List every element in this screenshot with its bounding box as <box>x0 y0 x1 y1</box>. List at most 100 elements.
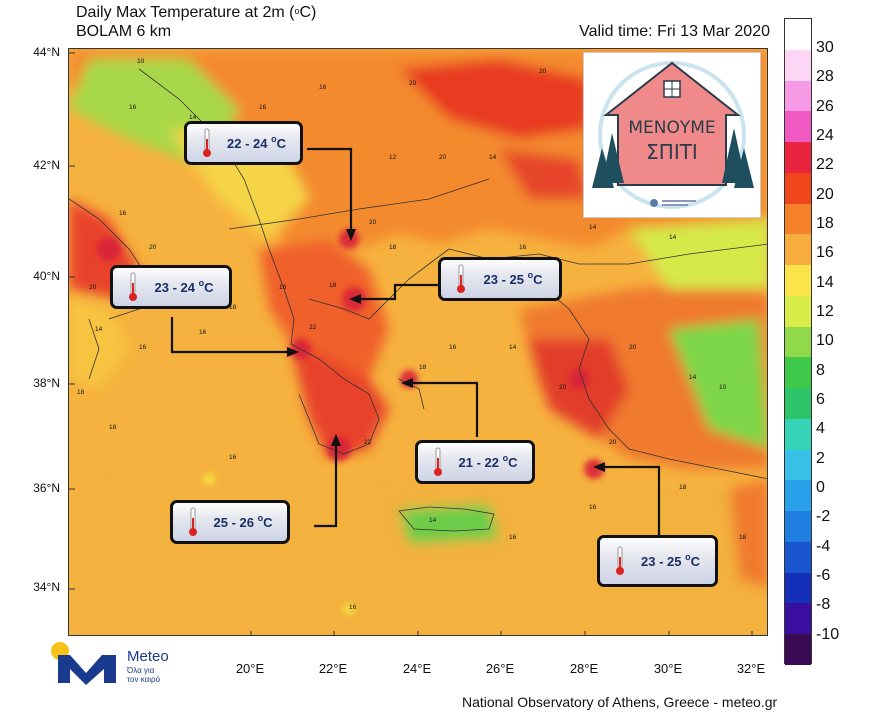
temp-callout: 23 - 24 oC <box>110 265 232 309</box>
colorbar-swatch <box>785 80 811 112</box>
brand-slogan: Όλα για τον καιρό <box>127 666 161 684</box>
temp-range: 23 - 25 oC <box>483 269 543 287</box>
map-title: Daily Max Temperature at 2m (oC) <box>76 4 317 21</box>
map-value-label: 20 <box>439 154 447 161</box>
map-value-label: 18 <box>77 389 85 396</box>
colorbar-label: 22 <box>816 156 834 174</box>
lon-label: 26°E <box>485 661 515 676</box>
map-value-label: 16 <box>229 454 237 461</box>
colorbar-swatch <box>785 511 811 542</box>
colorbar-label: -10 <box>816 625 840 643</box>
campaign-line2: ΣΠΙΤΙ <box>646 140 698 164</box>
colorbar-swatch <box>785 357 811 388</box>
map-value-label: 16 <box>319 84 327 91</box>
lon-label: 24°E <box>402 661 432 676</box>
colorbar-label: -2 <box>816 508 831 526</box>
map-value-label: 16 <box>129 104 137 111</box>
lon-label: 20°E <box>235 661 265 676</box>
colorbar-label: 14 <box>816 273 834 291</box>
colorbar-swatch <box>785 449 811 481</box>
meteo-logo-icon <box>51 642 116 685</box>
valid-time: Valid time: Fri 13 Mar 2020 <box>579 23 770 40</box>
lon-label: 28°E <box>569 661 599 676</box>
footer-credit: National Observatory of Athens, Greece -… <box>462 694 778 710</box>
colorbar-swatch <box>785 418 811 450</box>
map-value-label: 18 <box>679 484 687 491</box>
map-value-label: 20 <box>539 68 547 75</box>
thermometer-icon <box>203 128 211 157</box>
colorbar-swatch <box>785 326 811 358</box>
colorbar-swatch <box>785 203 811 235</box>
thermometer-icon <box>129 272 137 301</box>
map-value-label: 16 <box>259 104 267 111</box>
temp-callout: 21 - 22 oC <box>415 440 535 484</box>
colorbar-label: -6 <box>816 567 831 584</box>
colorbar <box>784 18 812 665</box>
temp-callout: 22 - 24 oC <box>184 121 303 165</box>
map-value-label: 16 <box>519 244 527 251</box>
map-value-label: 16 <box>349 604 357 611</box>
lat-label: 34°N <box>33 580 60 594</box>
map-value-label: 14 <box>669 234 677 241</box>
temp-range: 23 - 25 oC <box>641 551 700 569</box>
lon-label: 22°E <box>318 661 348 676</box>
colorbar-label: 4 <box>816 420 825 438</box>
map-value-label: 10 <box>137 58 145 65</box>
temp-range: 22 - 24 oC <box>227 133 286 151</box>
colorbar-label: -8 <box>816 596 831 614</box>
map-value-label: 14 <box>689 374 697 381</box>
campaign-line1: ΜΕΝΟΥΜΕ <box>628 118 715 138</box>
map-value-label: 18 <box>739 534 747 541</box>
colorbar-swatch <box>785 234 811 265</box>
lon-label: 30°E <box>653 661 683 676</box>
thermometer-icon <box>457 264 465 293</box>
map-value-label: 20 <box>629 344 637 351</box>
map-value-label: 14 <box>509 344 517 351</box>
map-value-label: 16 <box>279 284 287 291</box>
temp-callout: 25 - 26 oC <box>170 500 290 544</box>
stay-home-logo: ΜΕΝΟΥΜΕ ΣΠΙΤΙ <box>583 52 761 218</box>
map-value-label: 16 <box>199 329 207 336</box>
brand-name: Meteo <box>127 648 169 665</box>
colorbar-swatch <box>785 603 811 634</box>
meteo-logo <box>50 641 122 692</box>
thermometer-icon <box>434 447 442 476</box>
colorbar-swatch <box>785 49 811 81</box>
map-value-label: 10 <box>719 384 727 391</box>
colorbar-label: 28 <box>816 68 834 86</box>
map-value-label: 16 <box>509 534 517 541</box>
map-value-label: 14 <box>429 517 437 524</box>
map-value-label: 20 <box>89 284 97 291</box>
colorbar-label: 30 <box>816 39 834 56</box>
map-value-label: 18 <box>389 244 397 251</box>
map-value-label: 18 <box>329 282 337 289</box>
temp-range: 25 - 26 oC <box>213 512 273 530</box>
colorbar-label: 12 <box>816 303 834 320</box>
colorbar-label: 10 <box>816 332 834 350</box>
house-icon: ΜΕΝΟΥΜΕ ΣΠΙΤΙ <box>592 61 754 209</box>
colorbar-label: 8 <box>816 361 825 379</box>
temp-callout: 23 - 25 oC <box>597 535 718 587</box>
temp-range: 23 - 24 oC <box>154 277 214 295</box>
lat-label: 40°N <box>33 269 60 283</box>
map-value-label: 14 <box>95 326 103 333</box>
colorbar-label: 0 <box>816 479 825 496</box>
map-value-label: 18 <box>229 304 237 311</box>
model-name: BOLAM 6 km <box>76 23 172 40</box>
map-value-label: 20 <box>369 219 377 226</box>
colorbar-swatch <box>785 295 811 327</box>
colorbar-swatch <box>785 388 811 419</box>
map-value-label: 12 <box>389 154 397 161</box>
map-value-label: 20 <box>149 244 157 251</box>
lat-label: 42°N <box>33 158 60 172</box>
colorbar-swatch <box>785 19 811 50</box>
colorbar-swatch <box>785 572 811 604</box>
map-value-label: 16 <box>589 504 597 511</box>
colorbar-swatch <box>785 634 811 665</box>
colorbar-label: 24 <box>816 127 834 144</box>
map-value-label: 22 <box>309 324 317 331</box>
map-value-label: 16 <box>119 210 127 217</box>
map-value-label: 20 <box>409 80 417 87</box>
map-value-label: 16 <box>449 344 457 351</box>
map-value-label: 18 <box>109 424 117 431</box>
